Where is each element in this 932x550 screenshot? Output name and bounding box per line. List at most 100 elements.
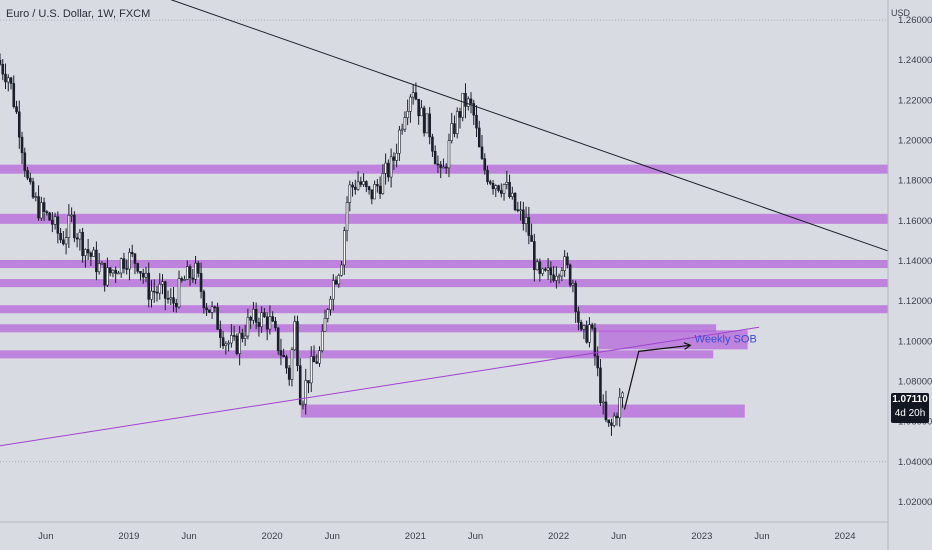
candle-body-80 [219, 329, 222, 338]
candle-body-101 [276, 327, 280, 351]
candle-body-108 [296, 321, 299, 367]
candle-body-221 [607, 419, 611, 424]
price-tick-3: 1.20000 [898, 136, 932, 147]
candle-body-103 [282, 355, 285, 357]
time-tick-6: Jun [468, 531, 483, 542]
candle-body-31 [84, 249, 87, 256]
candle-body-224 [615, 415, 619, 419]
candle-body-65 [177, 278, 181, 308]
candle-body-91 [249, 316, 252, 321]
candle-body-54 [147, 272, 151, 300]
candle-body-22 [59, 233, 62, 241]
candle-body-88 [241, 332, 244, 339]
candle-body-154 [422, 107, 426, 134]
price-tick-4: 1.18000 [898, 176, 932, 187]
candle-body-161 [442, 166, 445, 169]
candle-body-166 [455, 111, 459, 134]
price-axis[interactable]: 1.26000 1.24000 1.22000 1.20000 1.18000 1.160… [887, 0, 932, 550]
candle-body-2 [4, 73, 7, 83]
candle-body-135 [370, 189, 374, 200]
candle-body-55 [150, 290, 153, 300]
symbol-title: Euro / U.S. Dollar, 1W, FXCM [6, 8, 151, 20]
price-tick-7: 1.12000 [898, 296, 932, 307]
candle-body-117 [320, 330, 324, 352]
candle-body-44 [119, 258, 123, 274]
candle-body-100 [274, 320, 277, 329]
candle-body-194 [533, 241, 536, 271]
candle-body-123 [337, 275, 341, 285]
candle-body-179 [491, 183, 495, 190]
candle-body-73 [199, 273, 203, 292]
candle-body-105 [287, 367, 291, 380]
candle-body-51 [139, 271, 142, 274]
drawn-trendlines[interactable] [0, 0, 889, 447]
time-tick-7: 2022 [548, 531, 569, 542]
zone-1 [0, 213, 888, 224]
candle-body-176 [483, 158, 487, 171]
candle-body-122 [334, 280, 338, 285]
candle-body-10 [26, 170, 29, 179]
candle-body-206 [566, 256, 569, 266]
candle-body-13 [34, 196, 38, 198]
candle-body-127 [348, 184, 352, 203]
candle-body-142 [389, 156, 393, 178]
candle-body-190 [522, 209, 525, 224]
candle-body-59 [161, 281, 164, 285]
candle-body-20 [53, 216, 57, 225]
candle-body-226 [621, 392, 624, 398]
candle-body-201 [552, 274, 555, 281]
time-tick-10: Jun [754, 531, 769, 542]
candle-body-203 [557, 275, 561, 278]
candle-body-211 [579, 322, 583, 330]
time-axis[interactable]: Jun 2019 Jun 2020 Jun 2021 Jun 2022 Jun 2023 Jun 20… [0, 521, 888, 542]
last-price-value: 1.07110 [892, 394, 928, 406]
candle-body-196 [538, 261, 542, 274]
annotation-label-0: Weekly SOB [695, 333, 757, 345]
candle-body-69 [188, 266, 192, 279]
candle-body-11 [28, 177, 32, 183]
projection-path [623, 344, 691, 410]
candle-body-12 [31, 181, 35, 198]
candle-body-219 [601, 401, 605, 404]
candle-body-168 [461, 93, 465, 118]
candle-body-87 [238, 332, 241, 354]
candle-body-159 [436, 163, 440, 166]
candle-body-84 [230, 335, 233, 344]
candle-body-107 [293, 321, 297, 351]
candle-body-89 [243, 335, 247, 339]
candle-body-188 [516, 209, 520, 212]
candle-body-189 [519, 209, 522, 212]
candle-body-16 [42, 202, 46, 213]
candle-body-9 [23, 152, 27, 171]
projection-arrowhead [683, 342, 692, 350]
candle-body-192 [527, 217, 531, 236]
candle-body-64 [174, 302, 178, 308]
candle-body-167 [458, 111, 462, 118]
candle-body-181 [497, 185, 500, 191]
last-price-tag: 1.07110 4d 20h [891, 393, 929, 424]
chart-grid [0, 19, 888, 463]
candle-body-18 [48, 212, 51, 221]
candle-body-77 [210, 306, 214, 313]
candle-body-191 [524, 217, 528, 224]
candle-body-45 [122, 258, 126, 269]
candle-body-86 [235, 335, 239, 354]
candle-body-93 [254, 308, 258, 323]
candle-body-83 [227, 342, 230, 345]
candle-body-21 [56, 216, 60, 234]
candle-body-66 [180, 278, 184, 281]
candle-body-187 [513, 192, 517, 211]
candle-body-147 [403, 117, 407, 130]
candle-body-170 [466, 98, 470, 107]
candle-body-217 [596, 355, 599, 369]
time-tick-2: Jun [181, 531, 196, 542]
candle-body-23 [62, 239, 65, 245]
zone-5 [0, 324, 717, 333]
candle-body-222 [610, 422, 613, 426]
candle-body-78 [213, 306, 217, 309]
candle-body-38 [103, 262, 106, 286]
candle-body-82 [224, 343, 228, 347]
candle-body-70 [191, 277, 195, 280]
candle-body-214 [588, 324, 591, 343]
